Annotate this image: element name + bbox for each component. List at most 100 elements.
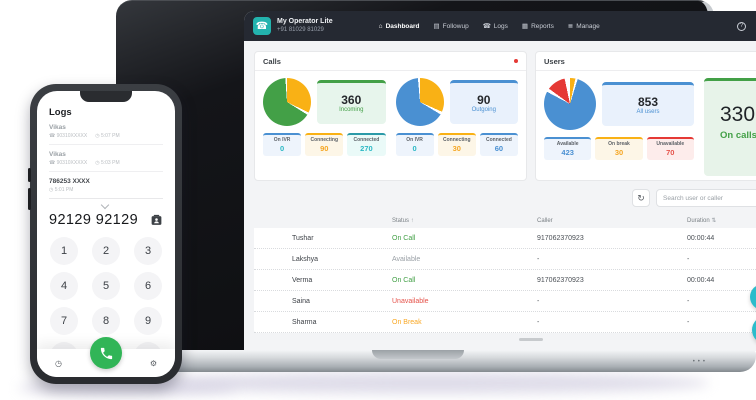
sort-asc-icon: ↑ xyxy=(410,217,414,224)
cell-user: Sharma xyxy=(292,318,317,326)
contact-card-icon[interactable] xyxy=(150,214,163,227)
key-9[interactable]: 9 xyxy=(134,307,162,335)
help-icon[interactable]: ? xyxy=(737,21,746,31)
cell-caller: - xyxy=(537,318,540,326)
phone-mockup: Logs Vikas ☎ 90310XXXXX ◷ 5:07 PM Vikas … xyxy=(28,84,182,384)
phone-icon: ☎ xyxy=(482,23,491,30)
log-entry[interactable]: 786253 XXXX ◷ 5:01 PM xyxy=(49,172,163,199)
navbar-right-icons: ? xyxy=(737,21,756,31)
table-toolbar: ↻ xyxy=(254,189,756,207)
users-card-header: Users ◷ xyxy=(536,52,756,71)
nav-item-dashboard[interactable]: ⌂ Dashboard xyxy=(379,22,420,30)
table-row[interactable]: Lakshya Available - - xyxy=(254,249,756,270)
key-2[interactable]: 2 xyxy=(92,237,120,265)
key-7[interactable]: 7 xyxy=(50,307,78,335)
outgoing-value: 90 xyxy=(477,92,491,107)
table-row[interactable]: Tushar On Call 917062370923 00:00:44 xyxy=(254,228,756,249)
table-row[interactable]: Saina Unavailable - - xyxy=(254,291,756,312)
nav-label: Dashboard xyxy=(385,22,420,30)
nav-item-manage[interactable]: ≣ Manage xyxy=(567,22,600,31)
cell-duration: - xyxy=(687,297,690,305)
badge-incoming-on-ivr: On IVR 0 xyxy=(263,133,302,156)
nav-label: Followup xyxy=(442,22,469,30)
key-4[interactable]: 4 xyxy=(50,272,78,300)
key-6[interactable]: 6 xyxy=(134,272,162,300)
outgoing-group: 90 Outgoing On IVR 0 xyxy=(395,78,519,156)
laptop-base-notch xyxy=(372,350,464,359)
logs-title: Logs xyxy=(49,107,72,118)
key-3[interactable]: 3 xyxy=(134,237,162,265)
all-users-label: All users xyxy=(636,109,660,116)
gear-icon[interactable]: ⚙ xyxy=(149,358,157,368)
phone-screen: Logs Vikas ☎ 90310XXXXX ◷ 5:07 PM Vikas … xyxy=(37,91,175,377)
nav-item-followup[interactable]: ▤ Followup xyxy=(433,22,469,31)
phone-notch xyxy=(80,91,132,102)
search-input[interactable] xyxy=(663,194,756,202)
cell-user: Saina xyxy=(292,297,310,305)
on-calls-panel: 330 On calls xyxy=(704,78,756,176)
log-name: Vikas xyxy=(49,124,66,131)
nav-label: Logs xyxy=(493,22,508,30)
dialer-content: Logs Vikas ☎ 90310XXXXX ◷ 5:07 PM Vikas … xyxy=(37,91,175,370)
cell-status: Unavailable xyxy=(392,297,429,305)
key-5[interactable]: 5 xyxy=(92,272,120,300)
phone-side-button xyxy=(28,188,31,210)
cell-status: On Break xyxy=(392,318,422,326)
chat-fab-button[interactable]: ••• xyxy=(750,284,756,310)
top-navbar: ☎ My Operator Lite +91 81029 81029 ⌂ Das… xyxy=(244,11,756,41)
users-card-body: 853 All users Available 423 xyxy=(536,71,756,176)
log-entry[interactable]: Vikas ☎ 90310XXXXX ◷ 5:03 PM xyxy=(49,145,163,172)
incoming-group: 360 Incoming On IVR 0 xyxy=(263,78,386,156)
table-row[interactable]: Verma On Call 917062370923 00:00:44 xyxy=(254,270,756,291)
incoming-pie-chart xyxy=(263,78,311,126)
app-logo-icon: ☎ xyxy=(253,17,271,35)
nav-item-logs[interactable]: ☎ Logs xyxy=(482,22,508,31)
dashboard-screen: ☎ My Operator Lite +91 81029 81029 ⌂ Das… xyxy=(244,11,756,351)
badge-available: Available 423 xyxy=(544,137,592,160)
cell-user: Tushar xyxy=(292,234,314,242)
incoming-label: Incoming xyxy=(339,107,364,114)
incoming-value: 360 xyxy=(341,92,362,107)
list-icon: ▤ xyxy=(433,23,440,30)
menu-icon: ≣ xyxy=(567,23,574,30)
laptop-mockup: ☎ My Operator Lite +91 81029 81029 ⌂ Das… xyxy=(116,0,756,354)
log-entry[interactable]: Vikas ☎ 90310XXXXX ◷ 5:07 PM xyxy=(49,118,163,145)
call-icon: ☎ 90310XXXXX xyxy=(49,133,88,139)
call-icon: ☎ 90310XXXXX xyxy=(49,160,88,166)
refresh-button[interactable]: ↻ xyxy=(632,189,650,207)
search-box xyxy=(656,189,756,207)
home-icon: ⌂ xyxy=(378,22,383,30)
dial-row: 92129 92129 xyxy=(49,212,163,228)
call-button[interactable] xyxy=(90,337,122,369)
horizontal-scrollbar[interactable] xyxy=(519,338,543,341)
calls-card-body: 360 Incoming On IVR 0 xyxy=(255,71,526,156)
header-duration[interactable]: Duration ⇅ xyxy=(687,218,717,224)
cell-status: On Call xyxy=(392,234,416,242)
table-row[interactable]: Sharma On Break - - xyxy=(254,312,756,333)
badge-incoming-connected: Connected 270 xyxy=(347,133,386,156)
key-8[interactable]: 8 xyxy=(92,307,120,335)
laptop-shadow xyxy=(150,372,710,394)
time-icon: ◷ 5:01 PM xyxy=(49,187,74,193)
report-icon: ▦ xyxy=(521,23,529,30)
badge-outgoing-on-ivr: On IVR 0 xyxy=(395,133,434,156)
header-caller[interactable]: Caller xyxy=(537,217,553,224)
nav-item-reports[interactable]: ▦ Reports xyxy=(521,22,554,31)
users-card-title: Users xyxy=(544,56,565,66)
nav-label: Manage xyxy=(576,22,600,30)
dialed-number-display[interactable]: 92129 92129 xyxy=(49,212,139,228)
cell-caller: - xyxy=(537,297,540,305)
cell-caller: 917062370923 xyxy=(537,276,584,284)
outgoing-pie-chart xyxy=(395,78,444,126)
chevron-down-icon[interactable] xyxy=(102,201,110,209)
dashboard-content: Calls 360 Incoming xyxy=(244,41,756,351)
header-status[interactable]: Status ↑ xyxy=(392,217,414,224)
calls-card: Calls 360 Incoming xyxy=(254,51,527,181)
add-fab-button[interactable]: + xyxy=(752,316,756,344)
key-1[interactable]: 1 xyxy=(50,237,78,265)
badge-unavailable: Unavailable 70 xyxy=(646,137,694,160)
cell-duration: 00:00:44 xyxy=(687,234,715,242)
time-icon: ◷ 5:03 PM xyxy=(95,160,120,166)
recents-icon[interactable]: ◷ xyxy=(55,358,62,368)
